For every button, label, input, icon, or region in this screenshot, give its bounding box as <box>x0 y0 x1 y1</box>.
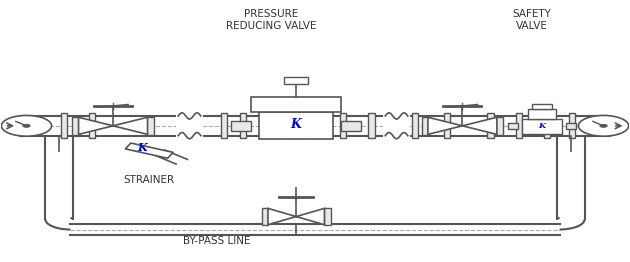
Bar <box>261 208 268 225</box>
Polygon shape <box>125 143 173 158</box>
Bar <box>508 123 518 129</box>
Bar <box>412 113 418 138</box>
Polygon shape <box>296 208 324 225</box>
Bar <box>496 117 503 135</box>
Text: K: K <box>291 118 302 131</box>
Bar <box>193 113 199 138</box>
Bar <box>528 109 556 119</box>
Bar <box>176 108 203 144</box>
Text: PRESSURE
REDUCING VALVE: PRESSURE REDUCING VALVE <box>226 9 316 31</box>
Bar <box>569 113 575 138</box>
Circle shape <box>1 116 52 136</box>
Bar <box>284 77 309 84</box>
Bar <box>383 108 410 144</box>
Bar <box>268 113 274 138</box>
Text: SAFETY
VALVE: SAFETY VALVE <box>512 9 551 31</box>
Bar <box>341 121 362 131</box>
Text: K: K <box>539 122 546 130</box>
Bar <box>260 112 333 139</box>
Bar <box>340 113 347 138</box>
Text: K: K <box>138 142 147 153</box>
Bar <box>566 123 576 129</box>
Bar <box>240 113 246 138</box>
Bar <box>318 113 324 138</box>
Bar <box>421 117 429 135</box>
Bar <box>369 113 375 138</box>
Circle shape <box>600 124 607 127</box>
Text: BY-PASS LINE: BY-PASS LINE <box>183 236 251 246</box>
Bar <box>516 113 522 138</box>
Bar <box>488 113 494 138</box>
Polygon shape <box>79 117 113 134</box>
Polygon shape <box>113 117 147 134</box>
Text: STRAINER: STRAINER <box>123 175 175 185</box>
Bar <box>72 117 80 135</box>
Bar <box>522 119 562 134</box>
Polygon shape <box>428 117 462 134</box>
Bar <box>544 113 550 138</box>
Bar <box>293 113 299 138</box>
Bar <box>324 208 331 225</box>
Bar <box>221 113 227 138</box>
Bar <box>146 117 154 135</box>
Circle shape <box>578 116 629 136</box>
Polygon shape <box>462 117 497 134</box>
Polygon shape <box>268 208 296 225</box>
Bar <box>444 113 450 138</box>
Bar <box>231 121 251 131</box>
Bar <box>89 113 96 138</box>
Circle shape <box>23 124 30 127</box>
Bar <box>532 104 552 109</box>
Bar <box>61 113 67 138</box>
Bar <box>251 97 341 112</box>
